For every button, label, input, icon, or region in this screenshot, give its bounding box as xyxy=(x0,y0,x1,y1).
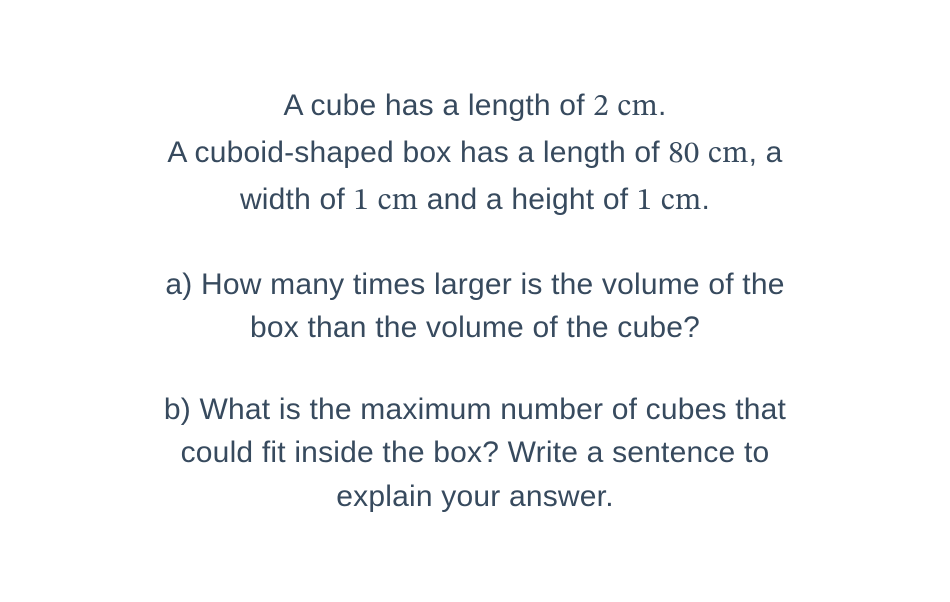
text-fragment: . xyxy=(658,89,667,122)
text-fragment: and a height of xyxy=(418,183,637,216)
intro-line-1: A cube has a length of 2 cm. xyxy=(167,84,782,131)
question-page: A cube has a length of 2 cm. A cuboid-sh… xyxy=(0,0,950,602)
value-box-width: 1 xyxy=(353,186,369,217)
text-fragment: A cuboid-shaped box has a length of xyxy=(167,136,668,169)
text-fragment: A cube has a length of xyxy=(283,89,593,122)
question-a-line-2: box than the volume of the cube? xyxy=(165,306,784,350)
unit-cm: cm xyxy=(708,139,749,170)
value-cube-length: 2 xyxy=(593,92,609,123)
unit-cm: cm xyxy=(378,186,419,217)
intro-paragraph: A cube has a length of 2 cm. A cuboid-sh… xyxy=(167,84,782,225)
text-fragment: , a xyxy=(749,136,783,169)
text-fragment: . xyxy=(702,183,711,216)
question-a-line-1: a) How many times larger is the volume o… xyxy=(165,263,784,307)
question-a: a) How many times larger is the volume o… xyxy=(165,263,784,350)
value-box-length: 80 xyxy=(668,139,699,170)
question-b-line-2: could fit inside the box? Write a senten… xyxy=(164,431,786,475)
question-b: b) What is the maximum number of cubes t… xyxy=(164,388,786,519)
unit-cm: cm xyxy=(617,92,658,123)
intro-line-2: A cuboid-shaped box has a length of 80 c… xyxy=(167,131,782,178)
intro-line-3: width of 1 cm and a height of 1 cm. xyxy=(167,178,782,225)
value-box-height: 1 xyxy=(637,186,653,217)
question-b-line-1: b) What is the maximum number of cubes t… xyxy=(164,388,786,432)
text-fragment: width of xyxy=(240,183,354,216)
question-b-line-3: explain your answer. xyxy=(164,475,786,519)
unit-cm: cm xyxy=(661,186,702,217)
